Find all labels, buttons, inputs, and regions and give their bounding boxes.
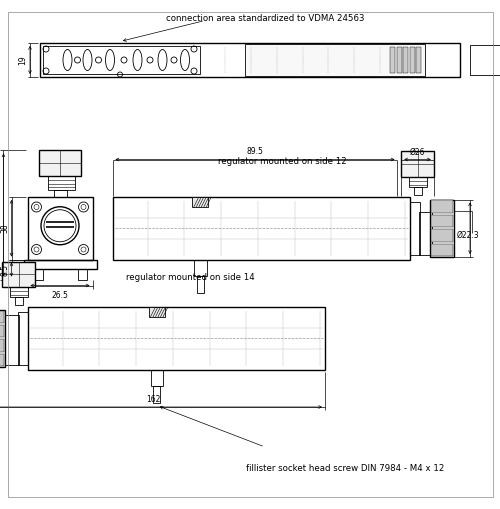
Bar (245, 44, 425, 75)
Bar (18, 312, 28, 364)
Text: 162: 162 (146, 394, 160, 404)
Bar (403, 47, 408, 73)
Text: Ø26: Ø26 (410, 148, 425, 156)
Text: regulator mounted on side 14: regulator mounted on side 14 (126, 272, 254, 281)
Text: Ø22.3: Ø22.3 (456, 231, 479, 240)
Bar (40, 43, 460, 77)
Bar (2, 262, 35, 287)
Bar (401, 152, 434, 177)
Bar (48, 176, 75, 189)
Circle shape (78, 202, 88, 212)
Text: fillister socket head screw DIN 7984 - M4 x 12: fillister socket head screw DIN 7984 - M… (246, 464, 444, 473)
Bar (430, 200, 454, 257)
Bar (154, 385, 160, 403)
Bar (431, 201, 453, 213)
Circle shape (32, 202, 42, 212)
Text: 26.5: 26.5 (52, 291, 68, 300)
Bar (408, 177, 426, 186)
Bar (14, 297, 22, 304)
Bar (150, 370, 163, 385)
Bar (0, 325, 4, 337)
Bar (149, 307, 165, 317)
Bar (410, 202, 420, 254)
Text: 38: 38 (0, 223, 9, 233)
Bar (431, 244, 453, 256)
Text: connection area standardized to VDMA 24563: connection area standardized to VDMA 245… (166, 14, 364, 23)
Bar (112, 197, 410, 260)
Circle shape (78, 244, 88, 254)
Bar (416, 47, 421, 73)
Bar (5, 315, 18, 364)
Bar (390, 47, 395, 73)
Bar (0, 309, 5, 367)
Bar (42, 46, 200, 74)
Bar (414, 186, 422, 194)
Bar (470, 45, 500, 74)
Bar (24, 260, 97, 269)
Bar (54, 189, 66, 197)
Text: 89.5: 89.5 (246, 148, 264, 156)
Bar (0, 310, 4, 323)
Text: 19: 19 (18, 55, 28, 65)
Bar (0, 340, 4, 352)
Bar (194, 260, 206, 275)
Text: 8.5: 8.5 (0, 264, 9, 275)
Bar (0, 354, 4, 366)
Circle shape (41, 207, 79, 245)
Bar (78, 269, 86, 279)
Bar (197, 275, 204, 293)
Circle shape (32, 244, 42, 254)
Bar (192, 197, 208, 207)
Bar (410, 47, 414, 73)
Bar (10, 287, 28, 297)
Bar (34, 269, 42, 279)
Bar (28, 197, 92, 260)
Text: regulator mounted on side 12: regulator mounted on side 12 (218, 157, 347, 166)
Bar (431, 229, 453, 242)
Bar (419, 212, 432, 254)
Bar (28, 307, 325, 370)
Bar (396, 47, 402, 73)
Bar (38, 151, 81, 176)
Bar (431, 215, 453, 227)
